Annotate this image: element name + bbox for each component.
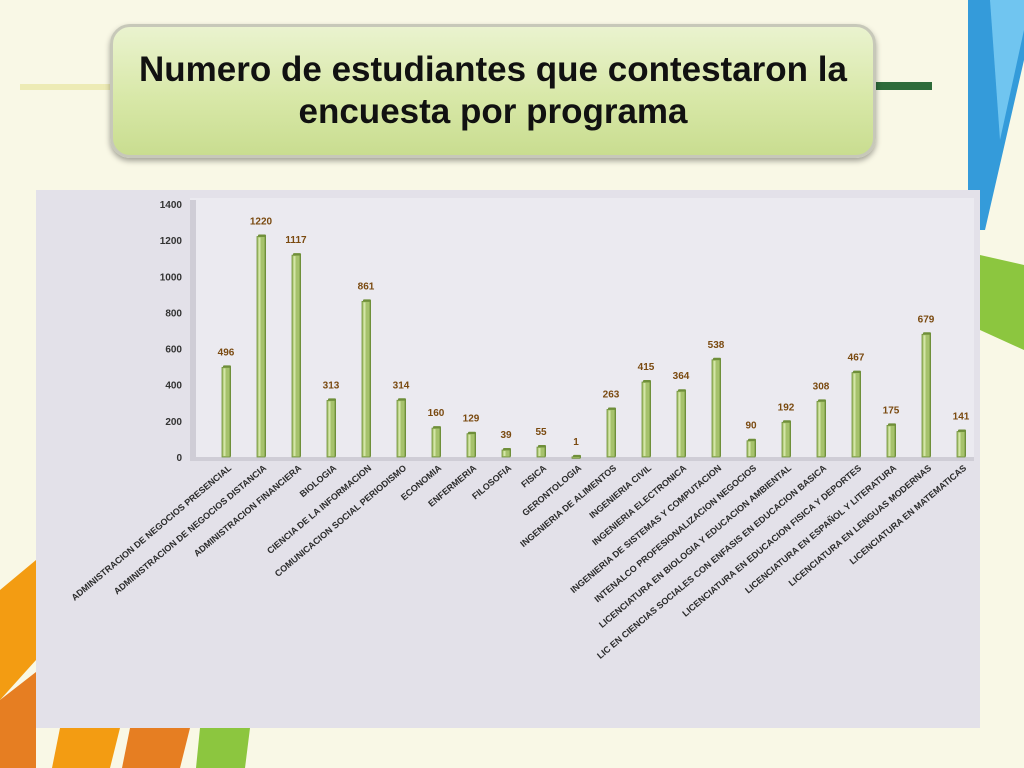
bar-highlight bbox=[958, 432, 961, 456]
bar bbox=[711, 359, 721, 458]
bar bbox=[956, 431, 966, 458]
bar bbox=[256, 236, 266, 458]
bar bbox=[746, 440, 756, 458]
y-tick-label: 800 bbox=[165, 308, 182, 319]
data-label: 467 bbox=[848, 353, 865, 364]
bar-highlight bbox=[363, 302, 366, 456]
y-tick-label: 0 bbox=[176, 453, 182, 464]
bar-highlight bbox=[643, 383, 646, 456]
chart-panel: 0 200 400 600 800 1000 1200 1400 496 ADMINISTRACI… bbox=[36, 190, 980, 728]
bar bbox=[326, 400, 336, 458]
bar-highlight bbox=[783, 423, 786, 456]
data-label: 538 bbox=[708, 340, 725, 351]
bar bbox=[851, 372, 861, 458]
data-label: 39 bbox=[500, 430, 512, 441]
bar-highlight bbox=[468, 434, 471, 456]
data-label: 314 bbox=[393, 380, 410, 391]
data-label: 192 bbox=[778, 402, 795, 413]
bar bbox=[466, 433, 476, 458]
slide-title: Numero de estudiantes que contestaron la… bbox=[139, 50, 847, 131]
bar bbox=[676, 390, 686, 458]
bar-highlight bbox=[923, 335, 926, 456]
bar-highlight bbox=[713, 360, 716, 456]
bar-highlight bbox=[853, 373, 856, 456]
bar-highlight bbox=[328, 401, 331, 456]
plot-area bbox=[190, 198, 974, 461]
bar-highlight bbox=[433, 429, 436, 456]
category-label: INTENALCO PROFESIONALIZACION NEGOCIOS bbox=[593, 463, 759, 604]
category-label: COMUNICACION SOCIAL PERIODISMO bbox=[273, 463, 408, 579]
data-label: 55 bbox=[535, 427, 547, 438]
category-label: FISICA bbox=[519, 463, 548, 490]
data-label: 175 bbox=[883, 405, 900, 416]
bar bbox=[396, 399, 406, 458]
bar bbox=[501, 449, 511, 458]
data-label: 1117 bbox=[285, 235, 307, 246]
bar bbox=[781, 421, 791, 458]
bar-highlight bbox=[608, 410, 611, 456]
bar-highlight bbox=[398, 401, 401, 456]
y-tick-label: 600 bbox=[165, 345, 182, 356]
category-label: ADMINISTRACION DE NEGOCIOS PRESENCIAL bbox=[69, 463, 233, 603]
bar-highlight bbox=[503, 450, 506, 456]
x-axis bbox=[190, 457, 974, 461]
bar-highlight bbox=[888, 426, 891, 456]
data-label: 364 bbox=[673, 371, 690, 382]
y-tick-label: 1000 bbox=[160, 272, 183, 283]
y-tick-label: 200 bbox=[165, 417, 182, 428]
bar bbox=[606, 409, 616, 458]
data-label: 129 bbox=[463, 414, 480, 425]
bar bbox=[816, 400, 826, 458]
bar-highlight bbox=[293, 256, 296, 456]
data-label: 90 bbox=[745, 421, 757, 432]
bar bbox=[221, 366, 231, 458]
bar bbox=[361, 301, 371, 458]
data-label: 141 bbox=[953, 412, 970, 423]
category-label: FILOSOFIA bbox=[470, 463, 514, 502]
data-label: 1 bbox=[573, 437, 579, 448]
data-label: 861 bbox=[358, 281, 375, 292]
data-label: 1220 bbox=[250, 217, 273, 228]
bar-highlight bbox=[538, 448, 541, 456]
title-box: Numero de estudiantes que contestaron la… bbox=[110, 24, 876, 158]
bar bbox=[536, 446, 546, 458]
bar bbox=[431, 427, 441, 458]
y-tick-label: 1200 bbox=[160, 236, 183, 247]
data-label: 313 bbox=[323, 380, 340, 391]
bar-highlight bbox=[258, 237, 261, 456]
data-label: 496 bbox=[218, 347, 235, 358]
bar-highlight bbox=[678, 392, 681, 456]
bar-highlight bbox=[818, 402, 821, 456]
data-label: 308 bbox=[813, 381, 830, 392]
bar bbox=[886, 424, 896, 458]
category-label: ADMINISTRACION DE NEGOCIOS DISTANCIA bbox=[112, 463, 269, 597]
y-axis bbox=[190, 200, 196, 461]
bar bbox=[641, 381, 651, 458]
y-tick-label: 1400 bbox=[160, 200, 183, 211]
bar bbox=[571, 456, 581, 459]
data-label: 263 bbox=[603, 389, 620, 400]
bar-chart: 0 200 400 600 800 1000 1200 1400 496 ADMINISTRACI… bbox=[69, 198, 974, 661]
bar bbox=[921, 333, 931, 458]
bar bbox=[291, 254, 301, 458]
bar-highlight bbox=[223, 368, 226, 456]
category-label: LIC EN CIENCIAS SOCIALES CON ENFASIS EN … bbox=[595, 463, 829, 661]
data-label: 679 bbox=[918, 314, 935, 325]
category-label: INGENIERIA CIVIL bbox=[587, 463, 653, 521]
data-label: 160 bbox=[428, 408, 445, 419]
data-label: 415 bbox=[638, 362, 655, 373]
bar-highlight bbox=[748, 441, 751, 456]
y-tick-label: 400 bbox=[165, 381, 182, 392]
category-label: GERONTOLOGIA bbox=[520, 463, 583, 518]
